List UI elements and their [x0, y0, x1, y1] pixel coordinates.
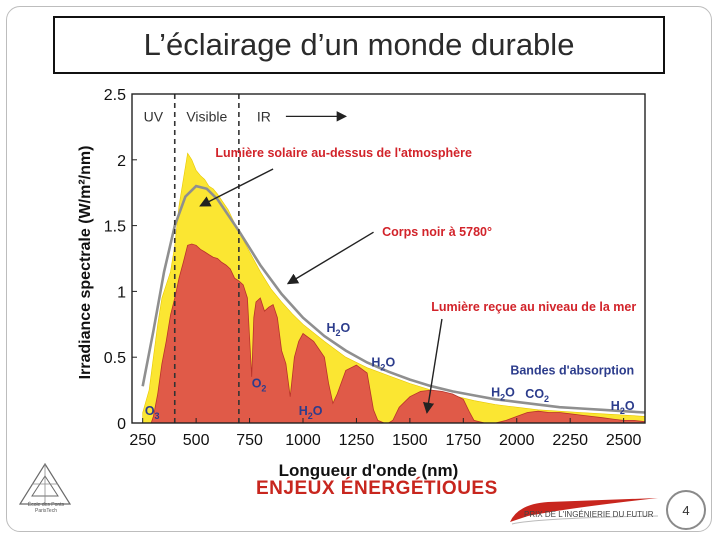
x-tick-label-7: 2000 — [499, 432, 535, 449]
molecule-label-4: H2O — [299, 404, 323, 421]
school-name: École des Ponts ParisTech — [27, 502, 65, 514]
x-tick-label-1: 500 — [183, 432, 210, 449]
y-tick-label-0: 0 — [117, 416, 126, 433]
series-blackbody-line — [141, 184, 645, 414]
x-tick-label-2: 750 — [236, 432, 263, 449]
slide-title-box: L’éclairage d’un monde durable — [53, 16, 665, 74]
page-number-badge: 4 — [666, 490, 706, 530]
series-sea-level-area — [150, 243, 645, 423]
x-tick-label-9: 2500 — [606, 432, 642, 449]
y-tick-label-4: 2 — [117, 153, 126, 170]
annotation-arrow-2 — [422, 318, 443, 414]
x-tick-label-5: 1500 — [392, 432, 428, 449]
prize-label: PRIX DE L'INGÉNIERIE DU FUTUR — [524, 510, 654, 519]
x-tick-label-4: 1250 — [339, 432, 375, 449]
y-axis-label: Irradiance spectrale (W/m²/nm) — [77, 146, 94, 380]
annotation-arrow-0 — [199, 168, 274, 207]
prize-logo-icon — [510, 498, 659, 525]
footer-section-label: ENJEUX ÉNERGÉTIQUES — [256, 478, 498, 494]
x-tick-label-0: 250 — [129, 432, 156, 449]
school-logo-icon — [18, 462, 72, 505]
plot-border — [131, 93, 646, 424]
molecule-label-3: H2O — [371, 355, 395, 372]
series-group — [141, 152, 645, 423]
molecule-label-1: O2 — [252, 376, 267, 393]
slide-frame — [6, 6, 712, 532]
molecule-label-5: H2O — [491, 386, 515, 403]
annotation-3: Bandes d'absorption — [510, 363, 634, 377]
molecule-label-2: H2O — [327, 321, 351, 338]
y-tick-label-3: 1.5 — [104, 219, 126, 236]
x-tick-label-6: 1750 — [446, 432, 482, 449]
y-tick-label-1: 0.5 — [104, 350, 126, 367]
region-label-visible: Visible — [186, 108, 227, 124]
x-tick-label-8: 2250 — [552, 432, 588, 449]
molecule-label-0: O3 — [145, 404, 160, 421]
annotation-1: Corps noir à 5780° — [382, 225, 492, 239]
annotation-arrow-1 — [286, 231, 374, 285]
annotation-2: Lumière reçue au niveau de la mer — [431, 300, 636, 314]
annotation-0: Lumière solaire au-dessus de l'atmosphèr… — [215, 146, 472, 160]
molecule-label-7: H2O — [611, 399, 635, 416]
region-label-uv: UV — [144, 108, 164, 124]
molecule-label-6: CO2 — [525, 387, 549, 404]
page-number: 4 — [682, 502, 690, 518]
x-tick-label-3: 1000 — [285, 432, 321, 449]
region-label-ir: IR — [257, 108, 271, 124]
slide-title: L’éclairage d’un monde durable — [143, 27, 575, 62]
y-tick-label-2: 1 — [117, 284, 126, 301]
y-tick-label-5: 2.5 — [104, 87, 126, 104]
x-axis-label: Longueur d'onde (nm) — [279, 461, 459, 480]
